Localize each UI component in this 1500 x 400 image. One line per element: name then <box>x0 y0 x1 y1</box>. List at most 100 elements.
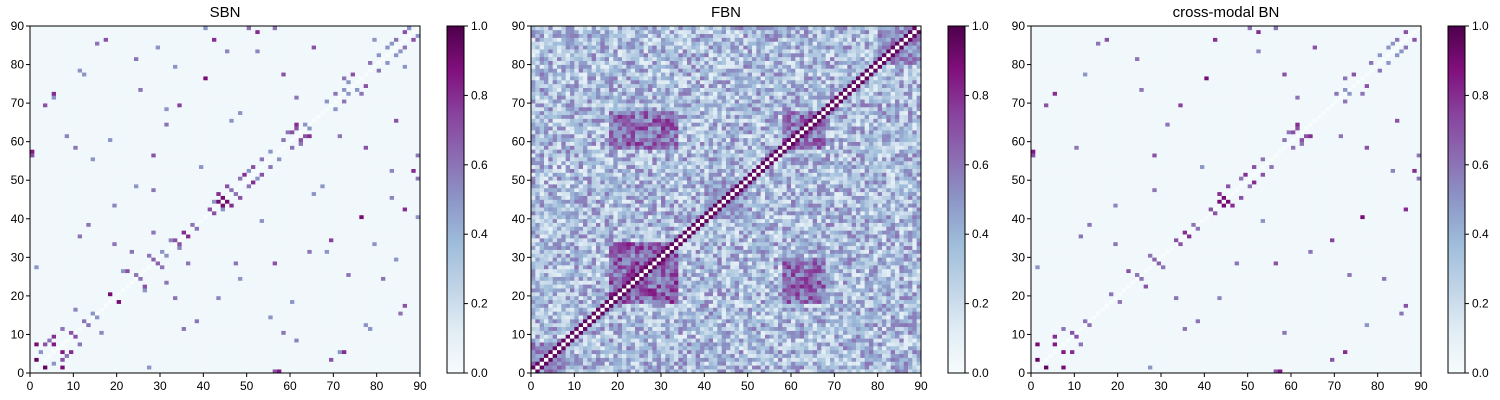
heatmap-cell <box>69 215 74 219</box>
heatmap-cell <box>333 165 338 169</box>
heatmap-cell <box>147 200 152 204</box>
heatmap-cell <box>411 223 416 227</box>
heatmap-cell <box>73 211 78 215</box>
heatmap-cell <box>359 296 364 300</box>
heatmap-cell <box>225 311 230 315</box>
heatmap-cell <box>255 203 260 207</box>
heatmap-cell <box>112 338 117 342</box>
heatmap-cell <box>377 331 382 335</box>
heatmap-cell <box>143 265 148 269</box>
heatmap-cell <box>234 265 239 269</box>
heatmap-cell <box>325 288 330 292</box>
heatmap-cell <box>121 192 126 196</box>
heatmap-cell <box>333 223 338 227</box>
heatmap-cell <box>56 238 61 242</box>
heatmap-cell <box>60 242 65 246</box>
heatmap-cell <box>117 242 122 246</box>
heatmap-cell <box>199 219 204 223</box>
heatmap-cell <box>138 280 143 284</box>
heatmap-cell <box>186 257 191 261</box>
heatmap-cell <box>316 319 321 323</box>
heatmap-cell <box>234 188 239 192</box>
heatmap-cell <box>121 173 126 177</box>
heatmap-cell <box>30 184 35 188</box>
heatmap-cell <box>394 238 399 242</box>
heatmap-cell <box>39 323 44 327</box>
heatmap-cell <box>195 207 200 211</box>
heatmap-cell <box>260 311 265 315</box>
heatmap-cell <box>208 365 213 369</box>
heatmap-cell <box>251 184 256 188</box>
heatmap-cell <box>251 203 256 207</box>
heatmap-cell <box>320 280 325 284</box>
heatmap-cell <box>151 338 156 342</box>
heatmap-cell <box>307 338 312 342</box>
heatmap-cell <box>212 196 217 200</box>
heatmap-cell <box>398 261 403 265</box>
heatmap-cell <box>234 173 239 177</box>
heatmap-cell <box>65 319 70 323</box>
heatmap-cell <box>177 334 182 338</box>
heatmap-cell <box>203 334 208 338</box>
heatmap-cell <box>130 196 135 200</box>
heatmap-cell <box>203 223 208 227</box>
heatmap-cell <box>368 323 373 327</box>
heatmap-cell <box>73 346 78 350</box>
heatmap-cell <box>86 176 91 180</box>
heatmap-cell <box>108 327 113 331</box>
heatmap-cell <box>164 338 169 342</box>
heatmap-cell <box>30 284 35 288</box>
heatmap-cell <box>203 307 208 311</box>
heatmap-cell <box>238 234 243 238</box>
heatmap-cell <box>112 215 117 219</box>
heatmap-cell <box>186 261 191 265</box>
heatmap-cell <box>30 157 35 161</box>
heatmap-cell <box>281 161 286 165</box>
heatmap-cell <box>208 192 213 196</box>
heatmap-cell <box>390 196 395 200</box>
heatmap-cell <box>69 307 74 311</box>
heatmap-cell <box>164 188 169 192</box>
heatmap-cell <box>242 219 247 223</box>
heatmap-cell <box>212 192 217 196</box>
heatmap-cell <box>177 277 182 281</box>
heatmap-cell <box>69 269 74 273</box>
heatmap-cell <box>346 334 351 338</box>
heatmap-cell <box>273 253 278 257</box>
heatmap-cell <box>329 304 334 308</box>
heatmap-cell <box>234 334 239 338</box>
heatmap-cell <box>242 176 247 180</box>
heatmap-cell <box>95 226 100 230</box>
heatmap-cell <box>398 361 403 365</box>
heatmap-cell <box>52 250 57 254</box>
heatmap-cell <box>212 223 217 227</box>
heatmap-cell <box>190 253 195 257</box>
heatmap-cell <box>134 200 139 204</box>
heatmap-cell <box>138 327 143 331</box>
heatmap-cell <box>364 346 369 350</box>
heatmap-cell <box>47 315 52 319</box>
heatmap-cell <box>329 284 334 288</box>
heatmap-cell <box>264 242 269 246</box>
heatmap-cell <box>255 292 260 296</box>
heatmap-cell <box>385 300 390 304</box>
heatmap-cell <box>212 334 217 338</box>
heatmap-cell <box>190 354 195 358</box>
heatmap-cell <box>195 288 200 292</box>
heatmap-cell <box>242 257 247 261</box>
heatmap-cell <box>303 342 308 346</box>
heatmap-cell <box>316 215 321 219</box>
heatmap-cell <box>169 311 174 315</box>
heatmap-cell <box>186 250 191 254</box>
heatmap-cell <box>342 253 347 257</box>
heatmap-cell <box>73 203 78 207</box>
heatmap-cell <box>247 358 252 362</box>
heatmap-cell <box>242 292 247 296</box>
heatmap-cell <box>104 238 109 242</box>
heatmap-cell <box>156 250 161 254</box>
heatmap-cell <box>398 165 403 169</box>
heatmap-cell <box>69 311 74 315</box>
heatmap-cell <box>195 277 200 281</box>
heatmap-cell <box>82 184 87 188</box>
heatmap-cell <box>169 307 174 311</box>
